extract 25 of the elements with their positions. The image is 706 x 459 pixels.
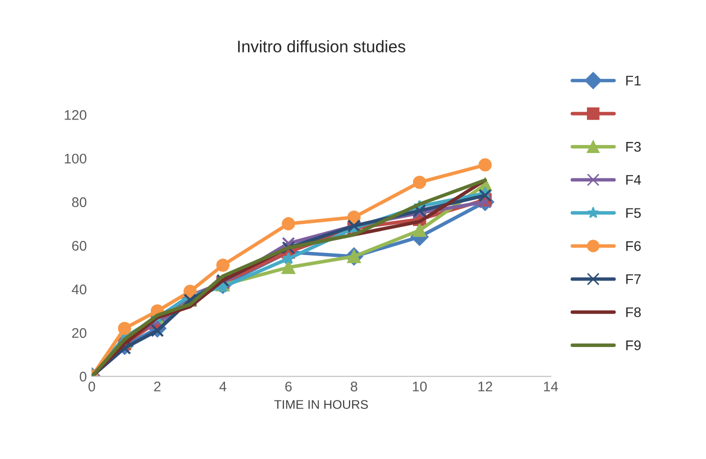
x-tick-label: 8	[350, 382, 358, 392]
x-tick-label: 14	[544, 382, 558, 392]
x-tick-label: 10	[412, 382, 427, 392]
x-axis-title: TIME IN HOURS	[274, 400, 368, 409]
y-tick-label: 100	[64, 154, 86, 164]
legend-label: F5	[626, 208, 641, 218]
x-tick-label: 4	[219, 382, 226, 392]
x-tick-label: 6	[285, 382, 292, 392]
legend-label: F1	[626, 76, 641, 86]
y-tick-label: 20	[72, 328, 86, 338]
y-tick-label: 0	[80, 372, 86, 382]
legend-label: F7	[626, 274, 641, 284]
chart-title: Invitro diffusion studies	[238, 40, 406, 52]
y-tick-label: 80	[72, 197, 86, 208]
x-tick-label: 2	[154, 382, 160, 392]
legend-label: F4	[626, 175, 641, 185]
legend-label: F9	[626, 340, 641, 350]
y-tick-label: 40	[72, 284, 86, 294]
y-tick-label: 60	[72, 240, 86, 251]
x-tick-label: 12	[478, 382, 492, 392]
x-tick-label: 0	[88, 382, 96, 392]
legend-label: F8	[626, 307, 641, 318]
legend-label: F3	[626, 142, 641, 152]
y-tick-label: 120	[64, 110, 86, 120]
legend-label: F6	[626, 241, 641, 251]
